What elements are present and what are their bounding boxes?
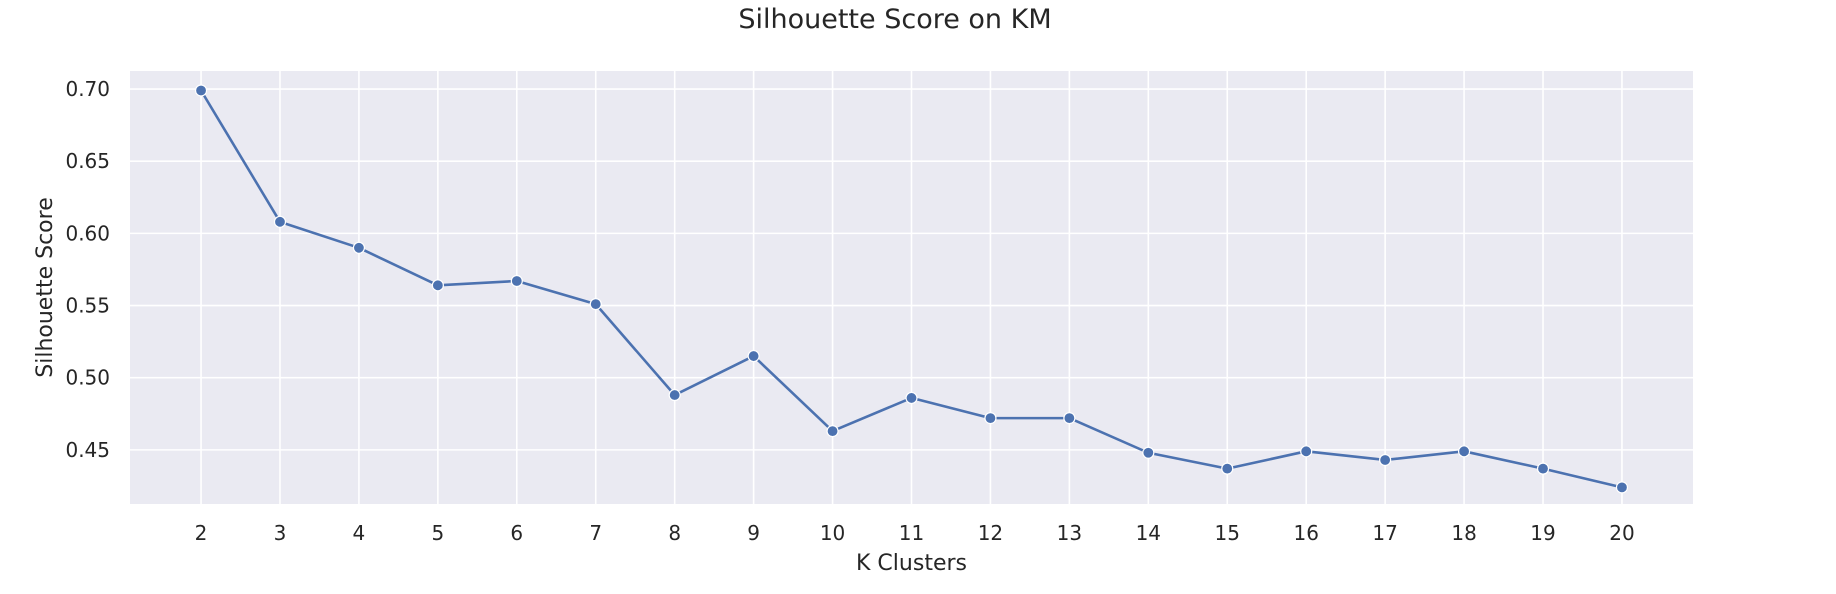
y-tick-label: 0.45 [65, 438, 110, 462]
x-tick-label: 2 [195, 521, 208, 545]
grid [130, 71, 1693, 504]
data-point [984, 412, 997, 425]
x-tick-label: 17 [1372, 521, 1397, 545]
x-tick-label: 18 [1451, 521, 1476, 545]
x-tick-label: 3 [274, 521, 287, 545]
data-point [1142, 446, 1155, 459]
y-tick-label: 0.70 [65, 77, 110, 101]
x-axis-ticks: 2 3 4 5 6 7 8 9 10 11 12 13 14 15 16 17 18 19 20 [195, 521, 1635, 545]
data-point [1300, 445, 1313, 458]
x-tick-label: 4 [353, 521, 366, 545]
data-point [273, 215, 287, 228]
data-point [1457, 445, 1471, 458]
data-point [1221, 462, 1234, 475]
data-point [826, 425, 839, 438]
y-tick-label: 0.50 [65, 366, 110, 390]
data-point [352, 241, 366, 254]
x-tick-label: 5 [431, 521, 444, 545]
data-point [589, 297, 602, 311]
y-tick-label: 0.60 [65, 221, 110, 245]
x-tick-label: 6 [510, 521, 523, 545]
x-tick-label: 7 [589, 521, 602, 545]
x-tick-label: 8 [668, 521, 681, 545]
x-tick-label: 14 [1136, 521, 1161, 545]
data-point [747, 349, 760, 363]
data-point [431, 279, 444, 292]
x-tick-label: 13 [1057, 521, 1082, 545]
x-tick-label: 9 [747, 521, 760, 545]
x-tick-label: 20 [1609, 521, 1634, 545]
data-point [1379, 453, 1392, 467]
x-tick-label: 12 [978, 521, 1003, 545]
x-tick-label: 11 [899, 521, 924, 545]
data-point [905, 391, 918, 405]
data-point [1615, 481, 1629, 494]
x-tick-label: 15 [1215, 521, 1240, 545]
data-point [194, 84, 208, 97]
y-tick-label: 0.55 [65, 294, 110, 318]
x-tick-label: 19 [1530, 521, 1555, 545]
y-tick-label: 0.65 [65, 149, 110, 173]
y-axis-ticks: 0.45 0.50 0.55 0.60 0.65 0.70 [65, 77, 110, 462]
data-point [510, 274, 523, 288]
data-point [1063, 412, 1076, 425]
x-tick-label: 16 [1293, 521, 1318, 545]
chart-title: Silhouette Score on KM [738, 4, 1052, 35]
x-axis-label: K Clusters [856, 551, 967, 576]
data-point [1536, 462, 1550, 475]
x-tick-label: 10 [820, 521, 845, 545]
data-point [668, 388, 681, 402]
y-axis-label: Silhouette Score [33, 197, 58, 377]
data-points [194, 84, 1629, 494]
